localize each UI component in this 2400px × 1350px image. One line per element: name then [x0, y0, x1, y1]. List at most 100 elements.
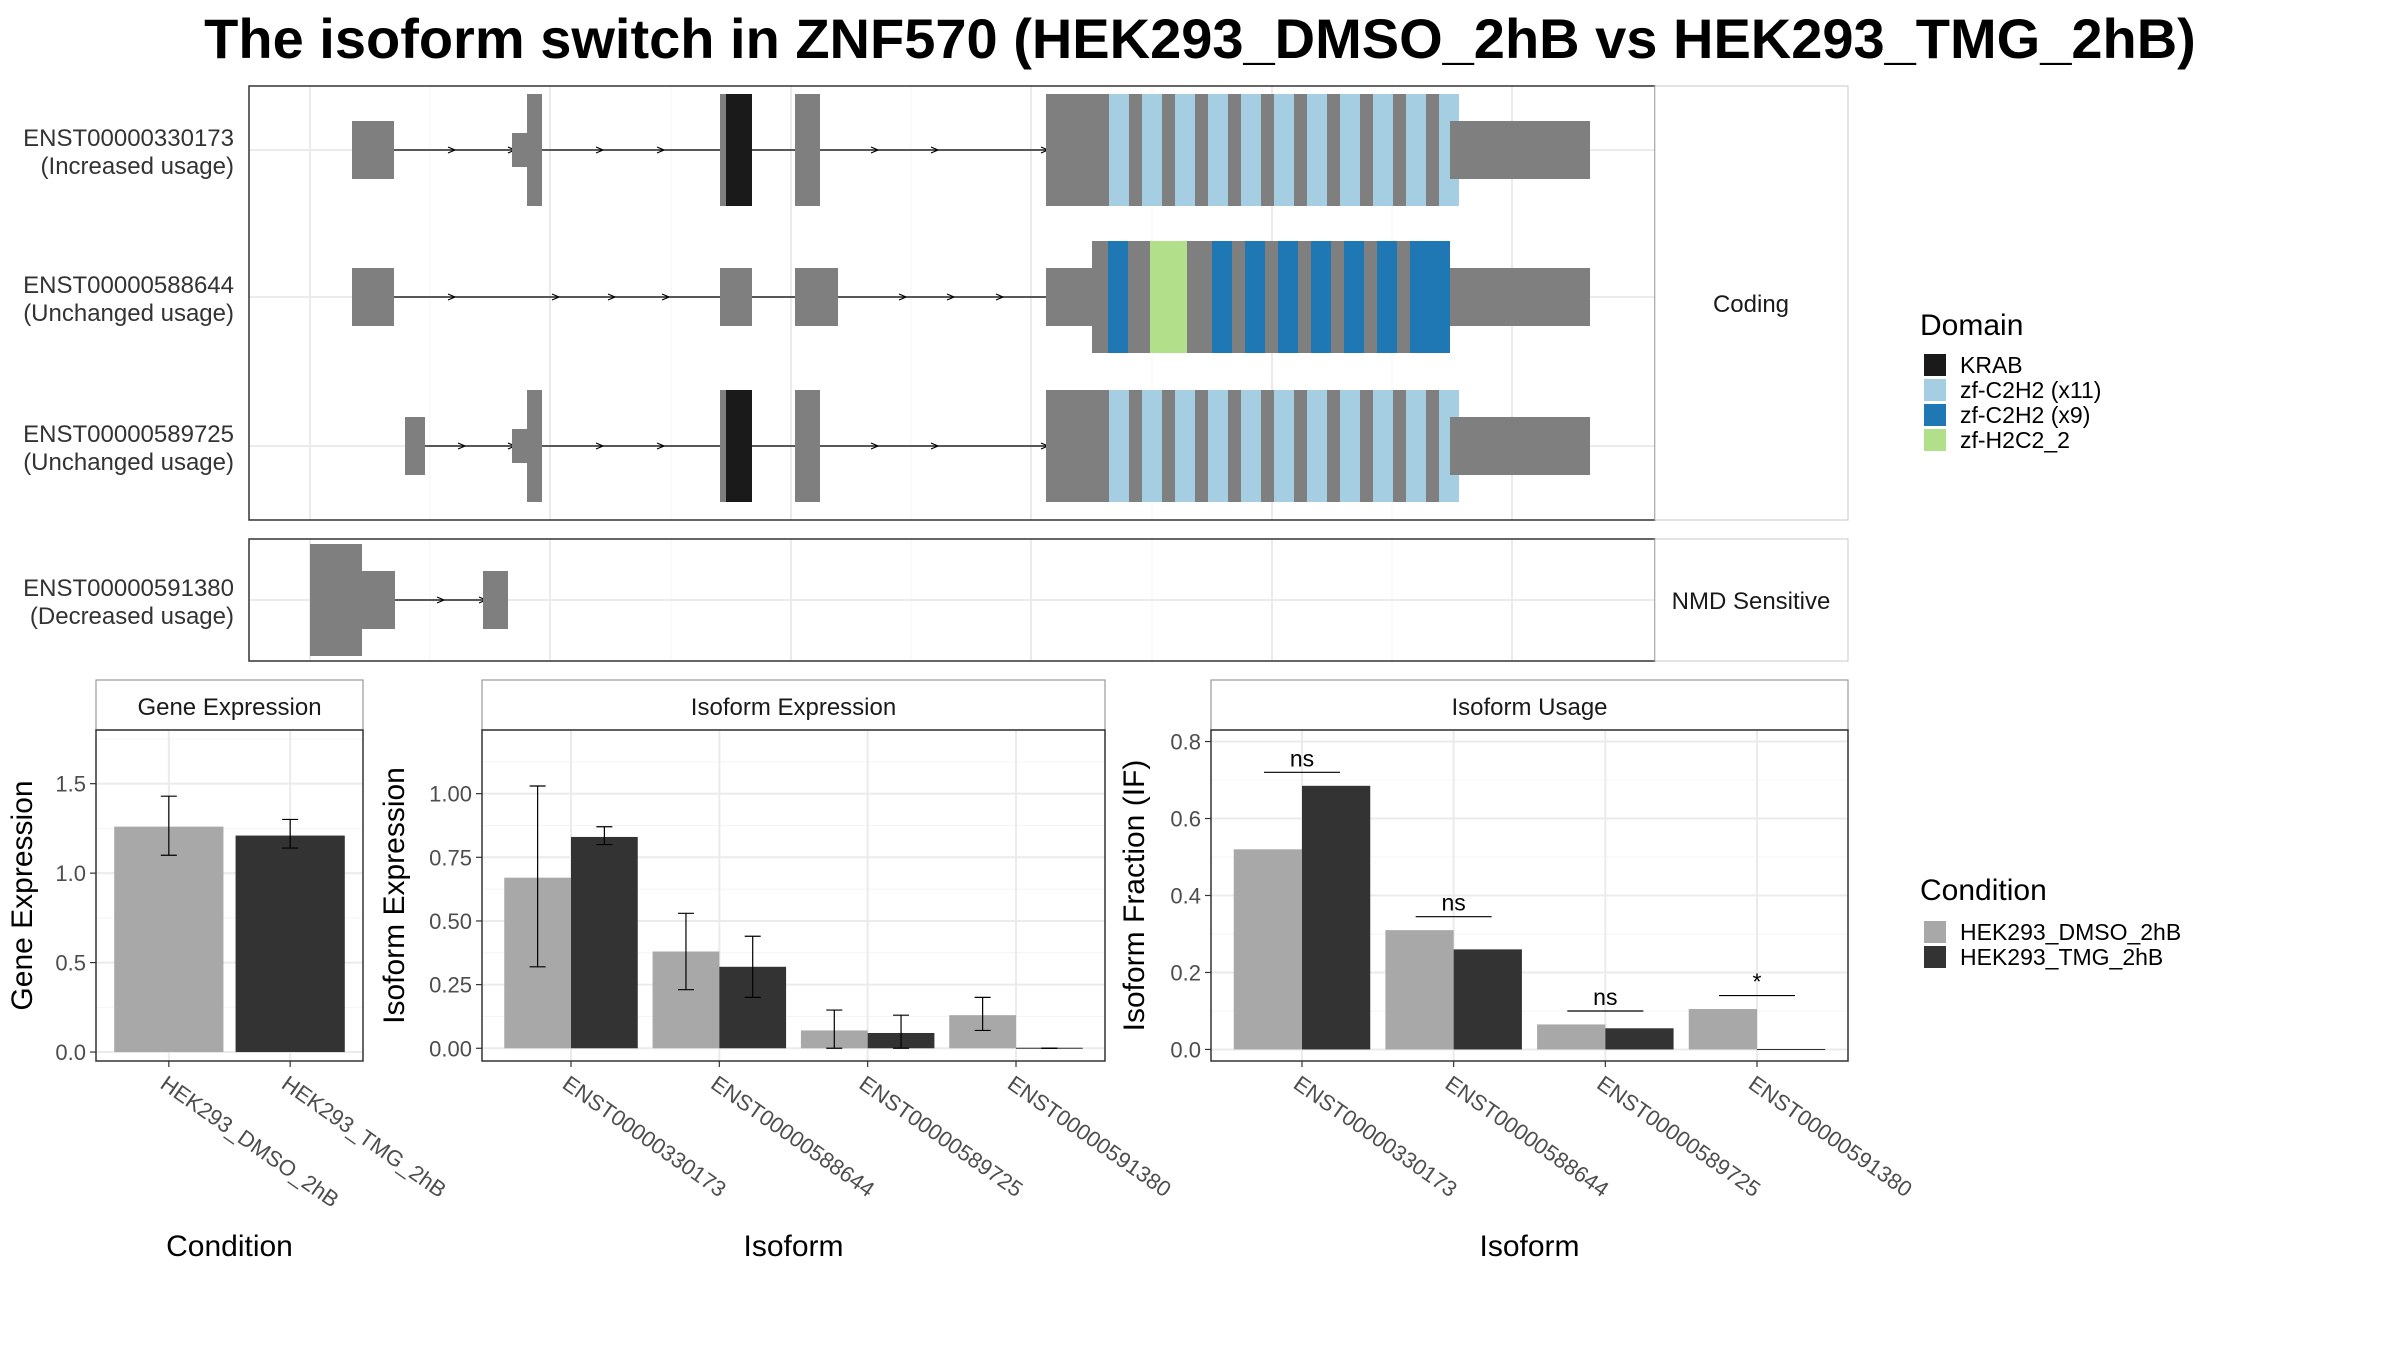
intron-arrow — [607, 293, 617, 301]
y-axis-label: Gene Expression — [6, 780, 39, 1010]
transcript-structure-plot: Coding NMD Sensitive ENST00000330173(Incre… — [23, 85, 1849, 662]
intron-arrow — [898, 293, 908, 301]
chart-panel-border — [95, 729, 364, 1062]
y-tick-label: 0.75 — [429, 845, 472, 870]
domain-zf-c2h2 — [1245, 241, 1265, 353]
intron-arrow — [595, 442, 605, 450]
x-tick-label: ENST00000591380 — [1003, 1071, 1176, 1202]
domain-legend-key — [1924, 429, 1946, 451]
intron-arrow — [447, 146, 457, 154]
chart-title: Isoform Usage — [1451, 694, 1607, 721]
x-tick-label: ENST00000591380 — [1744, 1071, 1917, 1202]
bar — [1605, 1028, 1674, 1050]
domain-zf-c2h2 — [1406, 94, 1426, 206]
domain-zf-c2h2 — [1344, 241, 1364, 353]
domain-zf-c2h2 — [1175, 94, 1195, 206]
condition-legend-key — [1924, 921, 1946, 943]
domain-zf-c2h2 — [1274, 390, 1294, 502]
significance-label: * — [1753, 969, 1762, 995]
chart-strip — [95, 679, 364, 731]
y-tick-label: 0.8 — [1170, 730, 1201, 755]
domain-zf-c2h2 — [1108, 241, 1128, 353]
domain-zf-c2h2 — [1208, 94, 1228, 206]
chart-strip — [1210, 679, 1849, 731]
intron-arrow — [656, 146, 666, 154]
y-tick-label: 0.25 — [429, 973, 472, 998]
bar — [1453, 949, 1522, 1050]
bar — [571, 836, 638, 1049]
exon — [352, 121, 394, 179]
domain-legend-label: zf-H2C2_2 — [1960, 427, 2070, 453]
chart-title: Gene Expression — [137, 694, 321, 721]
intron-arrow — [661, 293, 671, 301]
domain-zf-c2h2 — [1241, 94, 1261, 206]
intron-arrow — [551, 293, 561, 301]
domain-zf-h2c2 — [1150, 241, 1187, 353]
domain-krab — [726, 390, 752, 502]
bar — [1688, 1009, 1757, 1050]
condition-legend-label: HEK293_TMG_2hB — [1960, 944, 2163, 970]
exon — [720, 268, 752, 326]
exon — [795, 390, 820, 502]
transcript-id-label: ENST00000588644 — [23, 272, 234, 299]
exon — [1450, 417, 1590, 475]
chart-panel-border — [1210, 729, 1849, 1062]
significance-label: ns — [1593, 984, 1617, 1010]
y-tick-label: 1.5 — [55, 772, 86, 797]
y-axis-label: Isoform Fraction (IF) — [1118, 760, 1151, 1032]
domain-zf-c2h2 — [1307, 94, 1327, 206]
domain-zf-c2h2 — [1373, 94, 1393, 206]
domain-zf-c2h2 — [1109, 94, 1129, 206]
domain-zf-c2h2 — [1340, 390, 1360, 502]
isoform-usage-chart: Isoform Usage 0.0 0.2 0.4 0.6 0.8 ns ns ns * ENST0… — [1118, 679, 1917, 1263]
facet-strip-nmd — [1654, 538, 1849, 662]
domain-zf-c2h2 — [1406, 390, 1426, 502]
domain-zf-c2h2 — [1307, 390, 1327, 502]
domain-legend-label: zf-C2H2 (x11) — [1960, 377, 2101, 403]
exon — [405, 417, 425, 475]
x-tick-label: ENST00000330173 — [1289, 1071, 1462, 1202]
x-tick-label: ENST00000330173 — [558, 1071, 731, 1202]
y-tick-label: 0.5 — [55, 951, 86, 976]
chart-panel-border — [481, 729, 1106, 1062]
transcript-id-label: ENST00000589725 — [23, 421, 234, 448]
bar — [1302, 785, 1371, 1050]
y-tick-label: 0.50 — [429, 909, 472, 934]
facet-strip-coding — [1654, 85, 1849, 521]
exon — [527, 94, 542, 206]
transcript-usage-label: (Decreased usage) — [30, 603, 234, 630]
bar — [1233, 849, 1302, 1050]
domain-zf-c2h2 — [1410, 241, 1430, 353]
domain-zf-c2h2 — [1373, 390, 1393, 502]
y-tick-label: 0.00 — [429, 1036, 472, 1061]
domain-zf-c2h2 — [1142, 390, 1162, 502]
domain-zf-c2h2 — [1212, 241, 1232, 353]
y-tick-label: 0.6 — [1170, 807, 1201, 832]
domain-zf-c2h2 — [1241, 390, 1261, 502]
intron-arrow — [995, 293, 1005, 301]
transcript-usage-label: (Unchanged usage) — [23, 449, 234, 476]
facet-label-coding: Coding — [1713, 291, 1789, 318]
exon — [795, 94, 820, 206]
domain-zf-c2h2 — [1340, 94, 1360, 206]
exon — [795, 268, 838, 326]
significance-label: ns — [1442, 890, 1466, 916]
domain-zf-c2h2 — [1311, 241, 1331, 353]
x-tick-label: ENST00000589725 — [855, 1071, 1028, 1202]
domain-legend-key — [1924, 354, 1946, 376]
x-tick-label: ENST00000588644 — [706, 1071, 879, 1202]
chart-strip — [481, 679, 1106, 731]
x-axis-label: Condition — [166, 1230, 293, 1263]
facet-label-nmd: NMD Sensitive — [1672, 588, 1831, 615]
y-tick-label: 0.0 — [1170, 1037, 1201, 1062]
bar — [114, 826, 224, 1053]
y-tick-label: 0.0 — [55, 1040, 86, 1065]
exon — [352, 268, 394, 326]
page-title: The isoform switch in ZNF570 (HEK293_DMS… — [204, 7, 2196, 70]
intron-arrow — [930, 442, 940, 450]
intron-arrow — [595, 146, 605, 154]
exon — [362, 571, 395, 629]
transcript-id-label: ENST00000330173 — [23, 125, 234, 152]
y-tick-label: 1.0 — [55, 861, 86, 886]
